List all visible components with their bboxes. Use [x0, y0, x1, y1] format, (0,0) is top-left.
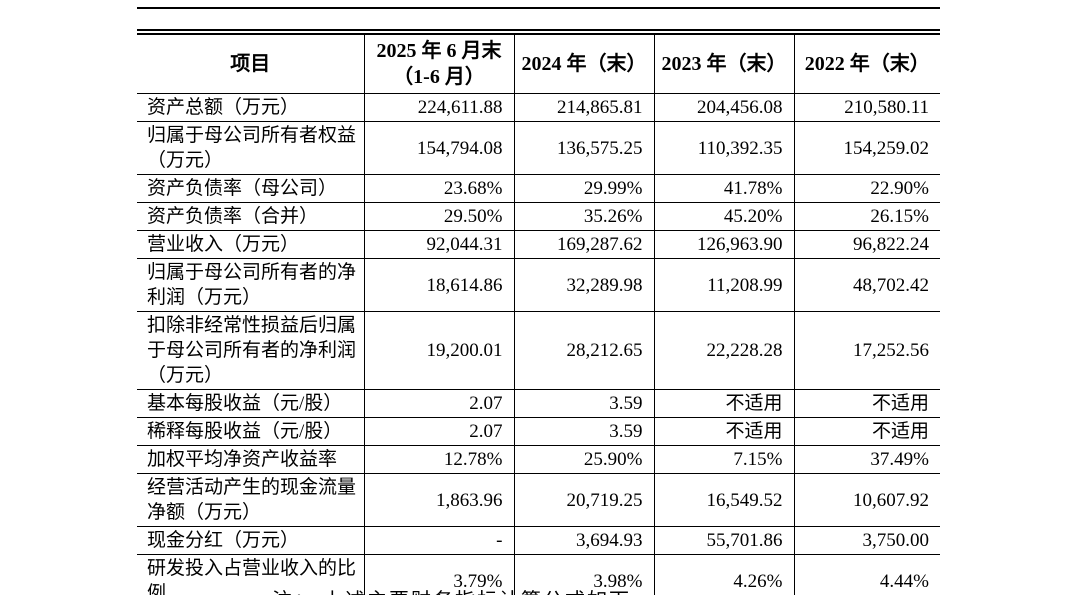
cell-value: 154,259.02 [793, 121, 940, 175]
cell-value: 不适用 [793, 389, 940, 418]
cell-value: 2.07 [363, 389, 515, 418]
cell-value: 23.68% [363, 174, 515, 203]
cell-value: 19,200.01 [363, 311, 515, 390]
cell-value: 37.49% [793, 445, 940, 474]
table-top-double-rule [137, 29, 940, 35]
cell-value: 224,611.88 [363, 93, 515, 122]
cell-value: 204,456.08 [653, 93, 795, 122]
cell-value: 41.78% [653, 174, 795, 203]
table-row: 基本每股收益（元/股） 2.07 3.59 不适用 不适用 [137, 389, 940, 418]
table-row: 资产负债率（合并） 29.50% 35.26% 45.20% 26.15% [137, 202, 940, 231]
table-row: 经营活动产生的现金流量净额（万元） 1,863.96 20,719.25 16,… [137, 473, 940, 527]
cell-value: 16,549.52 [653, 473, 795, 527]
row-label: 归属于母公司所有者权益（万元） [137, 121, 365, 175]
cell-value: 29.99% [513, 174, 655, 203]
cell-value: 214,865.81 [513, 93, 655, 122]
row-label: 营业收入（万元） [137, 230, 365, 259]
cell-value: 11,208.99 [653, 258, 795, 312]
row-label: 基本每股收益（元/股） [137, 389, 365, 418]
cell-value: 210,580.11 [793, 93, 940, 122]
cell-value: 2.07 [363, 417, 515, 446]
key-financials-table: 项目 2025 年 6 月末 （1-6 月） 2024 年（末） 2023 年（… [137, 35, 940, 595]
header-2025h1: 2025 年 6 月末 （1-6 月） [363, 35, 515, 94]
row-label: 研发投入占营业收入的比例 [137, 554, 365, 595]
cell-value: 3.59 [513, 417, 655, 446]
row-label: 扣除非经常性损益后归属于母公司所有者的净利润（万元） [137, 311, 365, 390]
cell-value: 3,694.93 [513, 526, 655, 555]
header-row: 项目 2025 年 6 月末 （1-6 月） 2024 年（末） 2023 年（… [137, 35, 940, 94]
header-2023: 2023 年（末） [653, 35, 795, 94]
cell-value: 不适用 [653, 417, 795, 446]
row-label: 资产总额（万元） [137, 93, 365, 122]
cell-value: 154,794.08 [363, 121, 515, 175]
cell-value: 22,228.28 [653, 311, 795, 390]
table-row: 研发投入占营业收入的比例 3.79% 3.98% 4.26% 4.44% [137, 554, 940, 595]
table-row: 扣除非经常性损益后归属于母公司所有者的净利润（万元） 19,200.01 28,… [137, 311, 940, 390]
cell-value: 26.15% [793, 202, 940, 231]
table-row: 营业收入（万元） 92,044.31 169,287.62 126,963.90… [137, 230, 940, 259]
table-row: 资产总额（万元） 224,611.88 214,865.81 204,456.0… [137, 93, 940, 122]
cell-value: 不适用 [653, 389, 795, 418]
cell-value: 92,044.31 [363, 230, 515, 259]
cell-value: 35.26% [513, 202, 655, 231]
cell-value: 110,392.35 [653, 121, 795, 175]
header-2024: 2024 年（末） [513, 35, 655, 94]
footnote-text: 注： 上述主要财务指标计算公式如下 [272, 584, 631, 595]
row-label: 稀释每股收益（元/股） [137, 417, 365, 446]
cell-value: 25.90% [513, 445, 655, 474]
cell-value: 20,719.25 [513, 473, 655, 527]
row-label: 资产负债率（合并） [137, 202, 365, 231]
cell-value: 17,252.56 [793, 311, 940, 390]
financial-indicators-table: 项目 2025 年 6 月末 （1-6 月） 2024 年（末） 2023 年（… [137, 29, 940, 595]
row-label: 归属于母公司所有者的净利润（万元） [137, 258, 365, 312]
cell-value: 28,212.65 [513, 311, 655, 390]
table-row: 归属于母公司所有者权益（万元） 154,794.08 136,575.25 11… [137, 121, 940, 175]
cell-value: 45.20% [653, 202, 795, 231]
cell-value: 55,701.86 [653, 526, 795, 555]
cell-value: 7.15% [653, 445, 795, 474]
row-label: 经营活动产生的现金流量净额（万元） [137, 473, 365, 527]
cell-value: 10,607.92 [793, 473, 940, 527]
cell-value: 3.79% [363, 554, 515, 595]
cell-value: 18,614.86 [363, 258, 515, 312]
cell-value: 48,702.42 [793, 258, 940, 312]
cell-value: 29.50% [363, 202, 515, 231]
cell-value: 32,289.98 [513, 258, 655, 312]
table-row: 归属于母公司所有者的净利润（万元） 18,614.86 32,289.98 11… [137, 258, 940, 312]
cell-value: 4.26% [653, 554, 795, 595]
cell-value: 不适用 [793, 417, 940, 446]
table-row: 稀释每股收益（元/股） 2.07 3.59 不适用 不适用 [137, 417, 940, 446]
cell-value: 169,287.62 [513, 230, 655, 259]
row-label: 现金分红（万元） [137, 526, 365, 555]
page-top-rule [137, 7, 940, 9]
row-label: 资产负债率（母公司） [137, 174, 365, 203]
cell-value: 136,575.25 [513, 121, 655, 175]
table-row: 加权平均净资产收益率 12.78% 25.90% 7.15% 37.49% [137, 445, 940, 474]
row-label: 加权平均净资产收益率 [137, 445, 365, 474]
cell-value: 3.59 [513, 389, 655, 418]
table-row: 现金分红（万元） - 3,694.93 55,701.86 3,750.00 [137, 526, 940, 555]
header-2022: 2022 年（末） [793, 35, 940, 94]
header-item: 项目 [137, 35, 365, 94]
cell-value: 126,963.90 [653, 230, 795, 259]
table-row: 资产负债率（母公司） 23.68% 29.99% 41.78% 22.90% [137, 174, 940, 203]
cell-value: 3,750.00 [793, 526, 940, 555]
cell-value: 22.90% [793, 174, 940, 203]
cell-value: 1,863.96 [363, 473, 515, 527]
cell-value: 4.44% [793, 554, 940, 595]
cell-value: 12.78% [363, 445, 515, 474]
cell-value: 96,822.24 [793, 230, 940, 259]
cell-value: - [363, 526, 515, 555]
